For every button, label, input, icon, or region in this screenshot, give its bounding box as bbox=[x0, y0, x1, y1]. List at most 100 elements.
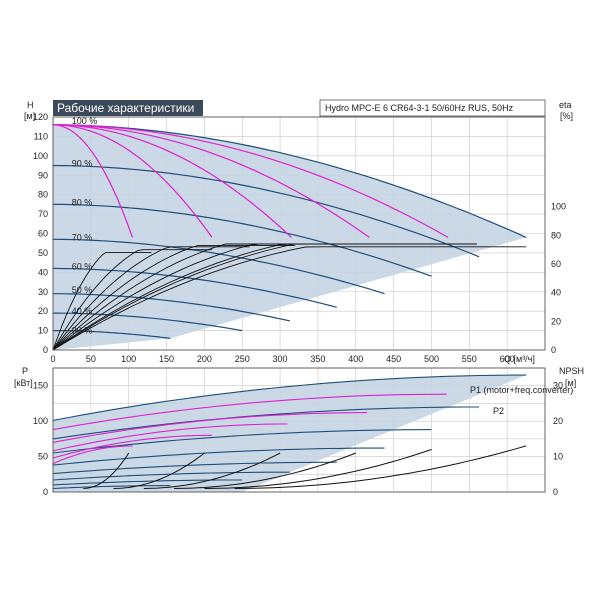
npsh-axis-unit: [м] bbox=[565, 378, 576, 388]
head-plot-frame bbox=[52, 116, 546, 351]
yright-tick-label: 100 bbox=[551, 202, 566, 212]
head-axis-label: H bbox=[27, 100, 34, 110]
npsh-tick-label: 30 bbox=[553, 381, 563, 391]
p1-curve-0 bbox=[52, 374, 527, 421]
qh-curve-40 bbox=[53, 312, 243, 332]
x-tick-label: 600 bbox=[500, 354, 515, 364]
x-tick-label: 150 bbox=[159, 354, 174, 364]
yright-tick-label: 40 bbox=[551, 288, 561, 298]
eta-axis-unit: [%] bbox=[560, 111, 573, 121]
system-curve-3 bbox=[52, 124, 370, 238]
yright-tick-label: 80 bbox=[551, 230, 561, 240]
npsh-curve-1 bbox=[113, 452, 205, 489]
y-tick-label: 120 bbox=[33, 112, 48, 122]
x-tick-label: 50 bbox=[86, 354, 96, 364]
qh-curve-80 bbox=[53, 203, 432, 277]
y-tick-label: 100 bbox=[33, 151, 48, 161]
y-tick-label: 10 bbox=[38, 326, 48, 336]
speed-label: 80 % bbox=[72, 197, 93, 207]
speed-label: 100 % bbox=[72, 116, 98, 126]
qh-curve-90 bbox=[52, 164, 480, 258]
y-tick-label: 70 bbox=[38, 209, 48, 219]
y-tick-label: 40 bbox=[38, 267, 48, 277]
head-axis-unit: [м] bbox=[24, 111, 35, 121]
y-tick-label: 50 bbox=[38, 248, 48, 258]
npsh-curve-2 bbox=[143, 452, 281, 489]
speed-label: 60 % bbox=[72, 262, 93, 272]
p2-curve-0 bbox=[52, 393, 447, 431]
y-tick-label: 60 bbox=[38, 229, 48, 239]
x-tick-label: 200 bbox=[197, 354, 212, 364]
p2-curve-2 bbox=[52, 423, 288, 452]
x-tick-label: 500 bbox=[424, 354, 439, 364]
flow-axis-label: Q [м³/ч] bbox=[504, 354, 535, 364]
model-box bbox=[319, 99, 546, 117]
p2-curve-3 bbox=[52, 434, 212, 459]
operating-envelope-power bbox=[53, 375, 527, 492]
chart-title-box bbox=[53, 100, 203, 116]
yright-tick-label: 0 bbox=[551, 345, 556, 355]
speed-label: 70 % bbox=[72, 232, 93, 242]
npsh-curve-0 bbox=[83, 452, 130, 489]
power-tick-label: 100 bbox=[33, 416, 48, 426]
y-tick-label: 90 bbox=[38, 170, 48, 180]
x-tick-label: 350 bbox=[310, 354, 325, 364]
system-curve-2 bbox=[52, 124, 292, 238]
y-tick-label: 0 bbox=[43, 345, 48, 355]
npsh-axis-label: NPSH bbox=[559, 366, 584, 376]
power-tick-label: 0 bbox=[43, 487, 48, 497]
legend-label: P1 (motor+freq.converter) bbox=[470, 385, 573, 395]
x-tick-label: 300 bbox=[273, 354, 288, 364]
y-tick-label: 20 bbox=[38, 306, 48, 316]
yright-tick-label: 60 bbox=[551, 259, 561, 269]
qh-curve-50 bbox=[53, 293, 291, 322]
x-tick-label: 400 bbox=[348, 354, 363, 364]
system-curve-0 bbox=[52, 124, 134, 238]
speed-label: 90 % bbox=[72, 159, 93, 169]
model-label: Hydro MPC-E 6 CR64-3-1 50/60Hz RUS, 50Hz bbox=[325, 103, 514, 113]
x-tick-label: 0 bbox=[50, 354, 55, 364]
chart-title: Рабочие характеристики bbox=[57, 101, 194, 115]
y-tick-label: 110 bbox=[34, 131, 48, 141]
qh-curve-100 bbox=[52, 124, 527, 238]
y-tick-label: 80 bbox=[38, 190, 48, 200]
power-tick-label: 50 bbox=[38, 452, 48, 462]
x-tick-label: 250 bbox=[235, 354, 250, 364]
speed-label: 50 % bbox=[72, 285, 93, 295]
npsh-tick-label: 0 bbox=[553, 487, 558, 497]
qh-curve-30 bbox=[53, 330, 171, 339]
npsh-curve-3 bbox=[174, 452, 356, 489]
operating-envelope-head bbox=[53, 124, 527, 350]
p1-curve-2 bbox=[52, 429, 432, 454]
efficiency-curve-8 bbox=[52, 246, 527, 351]
npsh-tick-label: 20 bbox=[553, 416, 563, 426]
p1-curve-4 bbox=[52, 461, 337, 475]
x-tick-label: 100 bbox=[121, 354, 136, 364]
system-curve-1 bbox=[52, 124, 213, 238]
power-axis-unit: [кВт] bbox=[14, 378, 33, 388]
efficiency-curve-7 bbox=[52, 243, 477, 351]
x-tick-label: 450 bbox=[386, 354, 401, 364]
legend-label: P2 bbox=[493, 406, 504, 416]
qh-curve-70 bbox=[52, 238, 385, 295]
eta-axis-label: eta bbox=[559, 100, 572, 110]
p2-curve-4 bbox=[52, 445, 133, 465]
yright-tick-label: 20 bbox=[551, 316, 561, 326]
p1-curve-1 bbox=[52, 406, 480, 440]
efficiency-curve-3 bbox=[52, 244, 296, 351]
speed-label: 30 % bbox=[72, 326, 93, 336]
speed-label: 40 % bbox=[72, 306, 93, 316]
p2-curve-1 bbox=[52, 412, 368, 443]
power-axis-label: P bbox=[22, 366, 28, 376]
p1-curve-7 bbox=[52, 485, 171, 490]
npsh-curve-5 bbox=[234, 445, 527, 489]
p1-curve-3 bbox=[52, 447, 385, 466]
power-tick-label: 150 bbox=[33, 381, 48, 391]
npsh-tick-label: 10 bbox=[553, 452, 563, 462]
npsh-curve-4 bbox=[204, 449, 432, 489]
system-curve-4 bbox=[52, 124, 449, 238]
y-tick-label: 30 bbox=[38, 287, 48, 297]
x-tick-label: 550 bbox=[462, 354, 477, 364]
power-plot-frame bbox=[52, 367, 546, 493]
